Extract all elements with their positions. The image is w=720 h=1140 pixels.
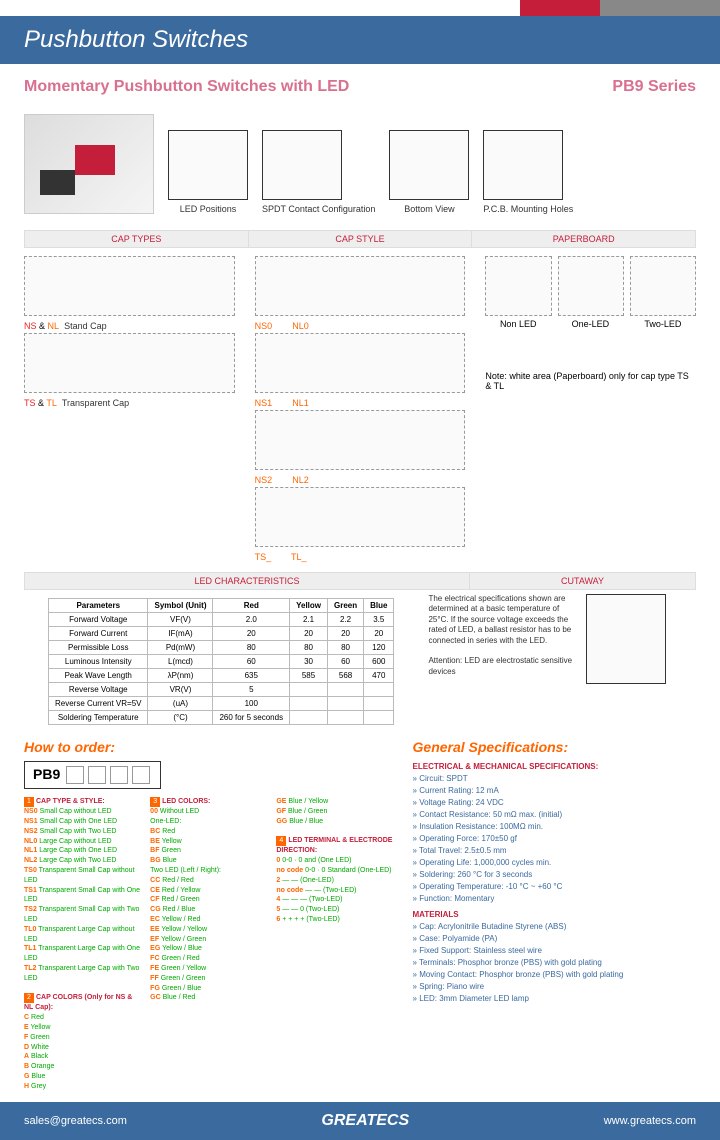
fig-pcb: P.C.B. Mounting Holes — [483, 130, 573, 214]
figure-row: LED Positions SPDT Contact Configuration… — [0, 110, 720, 226]
product-photo — [24, 114, 154, 214]
howto-title: How to order: — [24, 739, 393, 755]
genspec-title: General Specifications: — [413, 739, 696, 755]
cutaway-fig — [586, 594, 696, 729]
fig-led-positions: LED Positions — [168, 130, 248, 214]
top-stripe — [0, 0, 720, 16]
general-specs: ELECTRICAL & MECHANICAL SPECIFICATIONS: … — [413, 761, 696, 1005]
how-to-order: How to order: PB9 1CAP TYPE & STYLE:NS0 … — [0, 729, 720, 1102]
led-section: ParametersSymbol (Unit)RedYellowGreenBlu… — [0, 594, 720, 729]
page-title: Pushbutton Switches — [0, 16, 720, 64]
footer: sales@greatecs.com GREATECS www.greatecs… — [0, 1102, 720, 1140]
cap-diagrams: NS & NL Stand Cap TS & TL Transparent Ca… — [0, 252, 720, 568]
led-table: ParametersSymbol (Unit)RedYellowGreenBlu… — [48, 598, 394, 725]
subtitle: Momentary Pushbutton Switches with LED — [24, 78, 349, 96]
fig-spdt: SPDT Contact Configuration — [262, 130, 375, 214]
led-text: The electrical specifications shown are … — [428, 594, 576, 646]
part-number-box: PB9 — [24, 761, 161, 789]
fig-bottom: Bottom View — [389, 130, 469, 214]
series: PB9 Series — [612, 78, 696, 96]
led-attention: Attention: LED are electrostatic sensiti… — [428, 656, 576, 677]
footer-url: www.greatecs.com — [604, 1115, 696, 1127]
footer-email: sales@greatecs.com — [24, 1115, 127, 1127]
order-columns: 1CAP TYPE & STYLE:NS0 Small Cap without … — [24, 797, 393, 1091]
subheader: Momentary Pushbutton Switches with LED P… — [0, 64, 720, 110]
footer-logo: GREATECS — [321, 1112, 409, 1130]
section-headers-2: LED CHARACTERISTICSCUTAWAY — [24, 572, 696, 590]
section-headers-1: CAP TYPESCAP STYLEPAPERBOARD — [24, 230, 696, 248]
